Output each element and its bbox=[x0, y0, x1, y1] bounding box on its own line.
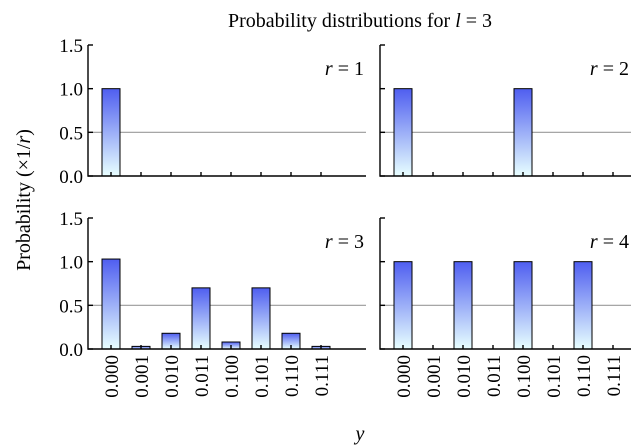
bar-0.110 bbox=[573, 261, 593, 350]
bar-0.000 bbox=[101, 258, 121, 350]
x-tick-label: 0.100 bbox=[514, 355, 535, 398]
x-tick-label: 0.001 bbox=[424, 355, 445, 398]
bar-0.101 bbox=[251, 287, 271, 350]
x-axis-label: y bbox=[354, 423, 365, 445]
x-tick-label: 0.010 bbox=[162, 355, 183, 398]
x-tick-label: 0.100 bbox=[222, 355, 243, 398]
x-tick-label: 0.101 bbox=[252, 355, 273, 398]
x-tick-label: 0.110 bbox=[282, 355, 303, 397]
panel-label: r = 2 bbox=[590, 58, 629, 80]
x-tick-label: 0.111 bbox=[604, 355, 625, 396]
y-tick-label: 0.0 bbox=[59, 167, 83, 188]
x-tick-label: 0.011 bbox=[192, 355, 213, 397]
panel-label: r = 1 bbox=[325, 58, 364, 80]
x-tick-label: 0.000 bbox=[394, 355, 415, 398]
y-tick-label: 0.0 bbox=[59, 340, 83, 361]
y-tick-label: 0.5 bbox=[59, 296, 83, 317]
panel-3: 0.0 0.5 1.0 1.5 0.000 0.001 0.010 0.011 0.100 0.1… bbox=[59, 209, 366, 398]
y-tick-label: 0.5 bbox=[59, 123, 83, 144]
panel-2: r = 2 bbox=[379, 44, 631, 177]
panel-4: 0.000 0.001 0.010 0.011 0.100 0.101 0.110 0.111… bbox=[379, 217, 631, 398]
panel-1: 0.0 0.5 1.0 1.5 r = 1 bbox=[59, 36, 366, 188]
x-tick-label: 0.001 bbox=[132, 355, 153, 398]
bar-0.010 bbox=[453, 261, 473, 350]
bar-0.000 bbox=[393, 88, 413, 177]
bar-0.100 bbox=[513, 88, 533, 177]
bar-0.100 bbox=[513, 261, 533, 350]
x-tick-label: 0.011 bbox=[484, 355, 505, 397]
y-tick-label: 1.5 bbox=[59, 36, 83, 57]
y-axis-label: Probability (×1/r) bbox=[13, 129, 35, 271]
x-tick-label: 0.010 bbox=[454, 355, 475, 398]
chart-title: Probability distributions for l = 3 bbox=[228, 10, 492, 32]
x-tick-label: 0.101 bbox=[544, 355, 565, 398]
bar-0.000 bbox=[101, 88, 121, 177]
x-tick-label: 0.110 bbox=[574, 355, 595, 397]
y-tick-label: 1.0 bbox=[59, 80, 83, 101]
x-tick-label: 0.000 bbox=[102, 355, 123, 398]
bar-0.011 bbox=[191, 287, 211, 350]
bar-0.000 bbox=[393, 261, 413, 350]
panel-label: r = 3 bbox=[325, 231, 364, 253]
y-tick-label: 1.5 bbox=[59, 209, 83, 230]
panel-label: r = 4 bbox=[590, 231, 629, 253]
y-tick-label: 1.0 bbox=[59, 253, 83, 274]
x-tick-label: 0.111 bbox=[312, 355, 333, 396]
